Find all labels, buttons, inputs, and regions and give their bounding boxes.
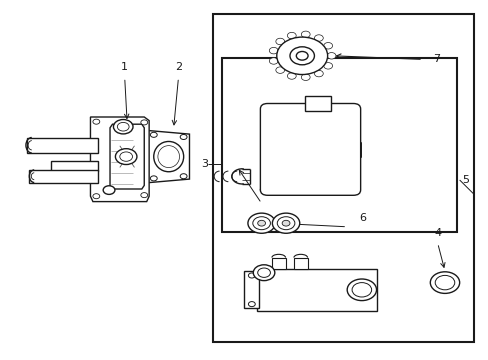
Circle shape	[93, 194, 100, 199]
Polygon shape	[110, 124, 144, 189]
Circle shape	[275, 38, 284, 45]
Circle shape	[113, 120, 133, 134]
Circle shape	[269, 48, 278, 54]
Bar	[27, 138, 98, 153]
Circle shape	[301, 74, 309, 81]
Circle shape	[120, 152, 132, 161]
Circle shape	[93, 119, 100, 124]
Circle shape	[247, 213, 275, 233]
Polygon shape	[90, 117, 149, 202]
Circle shape	[434, 275, 454, 290]
Text: 2: 2	[175, 62, 182, 72]
Bar	[244, 271, 259, 309]
Circle shape	[351, 283, 371, 297]
Circle shape	[252, 217, 270, 230]
Bar	[305, 96, 330, 111]
Circle shape	[314, 35, 323, 41]
FancyBboxPatch shape	[260, 104, 360, 195]
Circle shape	[282, 220, 289, 226]
Circle shape	[346, 279, 376, 301]
Circle shape	[275, 67, 284, 73]
Bar	[212, 14, 473, 342]
Circle shape	[180, 174, 186, 179]
Text: 4: 4	[433, 228, 440, 238]
Circle shape	[248, 302, 255, 307]
Circle shape	[289, 47, 314, 65]
Polygon shape	[147, 131, 189, 183]
Bar	[222, 58, 456, 232]
Circle shape	[253, 265, 274, 281]
Circle shape	[248, 273, 255, 278]
Circle shape	[117, 122, 129, 131]
Text: 7: 7	[432, 54, 439, 64]
Text: 8: 8	[258, 184, 264, 194]
Circle shape	[141, 120, 147, 125]
Circle shape	[323, 42, 332, 49]
Circle shape	[277, 217, 294, 230]
Circle shape	[269, 58, 278, 64]
Text: 1: 1	[121, 62, 128, 72]
Circle shape	[150, 176, 157, 181]
Circle shape	[287, 73, 296, 79]
Circle shape	[287, 32, 296, 39]
Circle shape	[326, 53, 335, 59]
Circle shape	[150, 132, 157, 138]
Circle shape	[141, 193, 147, 198]
Text: 6: 6	[359, 213, 366, 223]
Circle shape	[115, 149, 137, 165]
Circle shape	[276, 37, 327, 75]
Circle shape	[257, 268, 270, 277]
Bar	[51, 161, 98, 171]
Text: 5: 5	[461, 175, 468, 185]
Circle shape	[323, 63, 332, 69]
Bar	[29, 170, 98, 183]
Circle shape	[272, 213, 299, 233]
Circle shape	[257, 220, 265, 226]
Circle shape	[180, 134, 186, 140]
Circle shape	[301, 31, 309, 37]
Text: 3: 3	[201, 159, 207, 169]
Circle shape	[103, 186, 115, 194]
Bar	[271, 258, 285, 269]
Circle shape	[429, 272, 459, 293]
Bar	[256, 269, 376, 310]
Bar	[293, 258, 307, 269]
Circle shape	[296, 51, 307, 60]
Circle shape	[314, 70, 323, 77]
